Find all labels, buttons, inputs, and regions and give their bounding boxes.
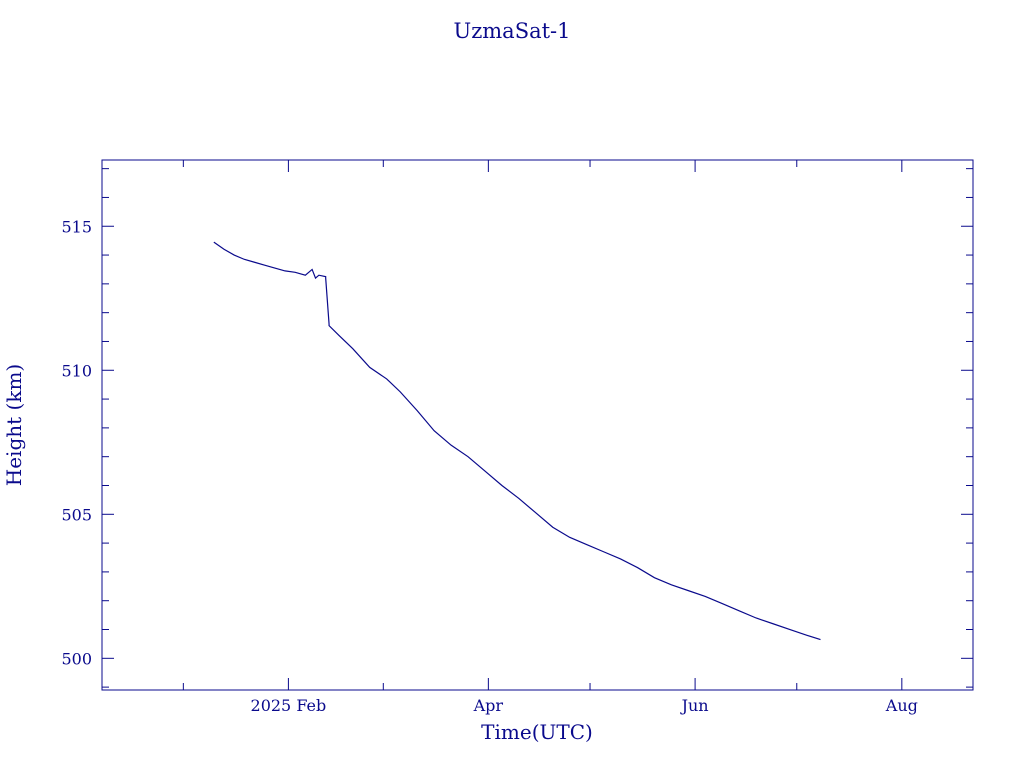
y-tick-label: 515	[61, 217, 92, 236]
x-axis: 2025 Feb Apr Jun Aug	[182, 160, 918, 715]
x-tick-label: Aug	[885, 696, 918, 715]
chart-title: UzmaSat-1	[454, 19, 571, 43]
y-tick-label: 505	[61, 505, 92, 524]
y-tick-label: 500	[61, 649, 92, 668]
height-series-line	[213, 241, 821, 641]
y-axis-label: Height (km)	[2, 364, 26, 486]
y-tick-label: 510	[61, 361, 92, 380]
x-tick-label: Apr	[473, 696, 504, 715]
x-tick-label: 2025 Feb	[251, 696, 327, 715]
y-axis: 500 505 510 515	[61, 168, 973, 688]
plot-frame	[101, 159, 974, 691]
x-tick-label: Jun	[680, 696, 709, 715]
x-axis-label: Time(UTC)	[481, 720, 593, 744]
